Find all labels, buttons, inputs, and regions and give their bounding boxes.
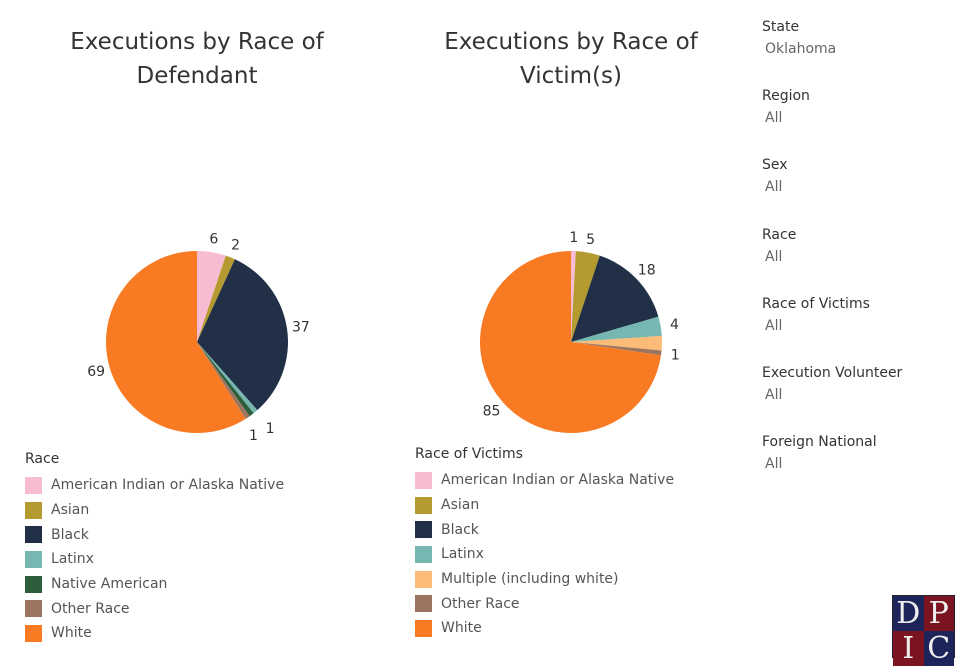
legend-label: Other Race (51, 600, 130, 617)
filter-value[interactable]: All (765, 110, 783, 127)
filter-region[interactable]: Region All (762, 88, 810, 126)
pie-slice-asian[interactable] (197, 255, 235, 342)
data-label: 2 (231, 237, 240, 253)
pie-slice-white[interactable] (105, 251, 246, 434)
legend-item[interactable]: Black (415, 517, 674, 542)
legend-label: Latinx (441, 546, 484, 563)
legend-item[interactable]: Multiple (including white) (415, 567, 674, 592)
filter-value[interactable]: Oklahoma (765, 41, 837, 57)
pie-slice-black[interactable] (197, 259, 288, 411)
chart-title-victims: Executions by Race of Victim(s) (444, 29, 698, 89)
legend-item[interactable]: White (415, 616, 674, 641)
legend-label: American Indian or Alaska Native (51, 477, 285, 494)
data-label: 1 (671, 348, 680, 364)
legend-label: Native American (51, 576, 168, 593)
pie-slice-latinx[interactable] (197, 342, 258, 414)
legend-swatch (25, 575, 42, 593)
pie-slice-asian[interactable] (571, 251, 600, 342)
pie-slice-native-american[interactable] (197, 342, 254, 417)
data-label: 1 (249, 428, 258, 444)
legend-swatch (25, 624, 42, 642)
filter-label: Race (762, 226, 797, 243)
legend-victims: Race of Victims American Indian or Alask… (415, 446, 674, 641)
pie-slice-black[interactable] (571, 255, 659, 342)
legend-item[interactable]: Other Race (415, 591, 674, 616)
filter-label: State (762, 19, 800, 35)
legend-item[interactable]: Asian (25, 498, 284, 523)
data-label: 69 (87, 364, 105, 380)
legend-swatch (25, 476, 42, 494)
pie-slice-latinx[interactable] (571, 316, 662, 342)
legend-item[interactable]: Black (25, 522, 284, 547)
legend-title: Race (25, 451, 60, 467)
pie-slice-other-race[interactable] (197, 342, 250, 419)
legend-defendant: Race American Indian or Alaska Native Asi… (25, 451, 284, 646)
legend-label: Other Race (441, 595, 520, 612)
legend-label: Asian (51, 502, 90, 519)
legend-swatch (415, 545, 432, 563)
pie-slice-multiple-including-white-[interactable] (571, 335, 663, 351)
legend-swatch (25, 600, 42, 618)
legend-item[interactable]: Native American (25, 572, 284, 597)
data-label: 4 (670, 317, 679, 333)
legend-item[interactable]: Asian (415, 493, 674, 518)
filter-value[interactable]: All (765, 248, 783, 265)
data-label: 85 (483, 404, 501, 420)
filter-label: Foreign National (762, 434, 877, 451)
pie-slice-american-indian-or-alaska-native[interactable] (571, 251, 576, 342)
legend-label: Multiple (including white) (441, 571, 619, 588)
legend-item[interactable]: American Indian or Alaska Native (25, 473, 284, 498)
filter-value[interactable]: All (765, 179, 783, 196)
legend-label: Black (441, 521, 479, 538)
filter-value[interactable]: All (765, 317, 783, 334)
filter-label: Region (762, 88, 810, 105)
chart-title-defendant: Executions by Race of Defendant (70, 29, 324, 89)
filter-value[interactable]: All (765, 456, 783, 473)
filter-label: Race of Victims (762, 295, 870, 312)
legend-label: White (441, 620, 482, 637)
filter-value[interactable]: All (765, 387, 783, 403)
filter-label: Sex (762, 157, 788, 174)
filter-foreign-national[interactable]: Foreign National All (762, 434, 877, 472)
legend-swatch (415, 595, 432, 613)
data-label: 1 (266, 421, 275, 437)
data-label: 5 (586, 232, 595, 248)
legend-item[interactable]: Latinx (415, 542, 674, 567)
legend-swatch (415, 570, 432, 588)
legend-item[interactable]: Latinx (25, 547, 284, 572)
filter-race[interactable]: Race All (762, 227, 796, 265)
pie-slice-american-indian-or-alaska-native[interactable] (197, 251, 226, 342)
filter-label: Execution Volunteer (762, 365, 903, 381)
legend-label: White (51, 625, 92, 642)
filter-race-of-victims[interactable]: Race of Victims All (762, 296, 870, 334)
legend-swatch (25, 526, 42, 544)
legend-swatch (415, 496, 432, 514)
data-label: 6 (209, 231, 218, 247)
legend-label: American Indian or Alaska Native (441, 472, 675, 489)
legend-swatch (415, 471, 432, 489)
legend-label: Latinx (51, 551, 94, 568)
legend-swatch (415, 619, 432, 637)
legend-swatch (25, 550, 42, 568)
legend-title: Race of Victims (415, 446, 523, 462)
legend-item[interactable]: American Indian or Alaska Native (415, 468, 674, 493)
legend-label: Asian (441, 497, 480, 514)
legend-item[interactable]: Other Race (25, 596, 284, 621)
filter-execution-volunteer[interactable]: Execution Volunteer All (762, 365, 902, 403)
filter-state[interactable]: State Oklahoma (762, 19, 836, 57)
legend-label: Black (51, 526, 89, 543)
data-label: 18 (638, 262, 656, 278)
pie-slice-other-race[interactable] (571, 342, 662, 356)
data-label: 1 (569, 230, 578, 246)
legend-swatch (25, 501, 42, 519)
legend-swatch (415, 521, 432, 539)
pie-slice-white[interactable] (480, 251, 662, 434)
filter-sex[interactable]: Sex All (762, 157, 788, 195)
legend-item[interactable]: White (25, 621, 284, 646)
data-label: 37 (292, 320, 310, 336)
